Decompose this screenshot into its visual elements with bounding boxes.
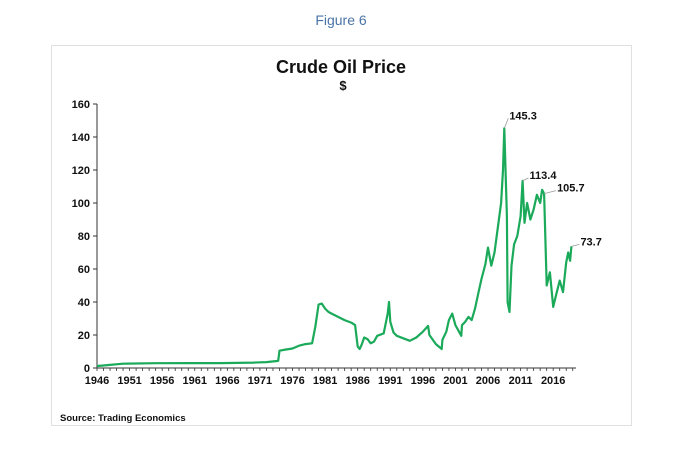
annotation-label: 105.7 — [557, 183, 585, 195]
crude-oil-price-line — [96, 127, 573, 368]
x-tick-label: 1966 — [215, 375, 239, 387]
x-tick-label: 1976 — [280, 375, 304, 387]
y-tick-label: 20 — [78, 330, 90, 342]
source-note: Source: Trading Economics — [60, 413, 186, 424]
axes — [93, 103, 576, 371]
y-tick-label: 120 — [72, 165, 90, 177]
x-tick-label: 1951 — [117, 375, 141, 387]
annotation-label: 73.7 — [580, 236, 601, 248]
x-tick-label: 1986 — [345, 375, 369, 387]
annotation-leader — [503, 118, 509, 129]
x-tick-label: 2011 — [509, 375, 533, 387]
annotation-label: 113.4 — [530, 170, 558, 182]
y-tick-label: 140 — [72, 132, 90, 144]
annotation-leader — [543, 190, 557, 194]
x-tick-label: 1961 — [183, 375, 207, 387]
x-tick-label: 1981 — [313, 375, 337, 387]
annotation-leader — [571, 244, 580, 247]
y-tick-label: 0 — [84, 363, 90, 375]
x-tick-label: 2016 — [541, 375, 565, 387]
chart-subtitle: $ — [339, 78, 347, 93]
x-tick-label: 2006 — [476, 375, 500, 387]
x-tick-label: 1946 — [85, 375, 109, 387]
annotation-leader — [522, 177, 529, 182]
x-tick-label: 1956 — [150, 375, 174, 387]
x-tick-label: 1991 — [378, 375, 402, 387]
y-tick-label: 160 — [72, 99, 90, 111]
chart-title: Crude Oil Price — [276, 57, 406, 77]
x-tick-label: 1996 — [411, 375, 435, 387]
series-layer — [96, 127, 573, 368]
chart-panel — [51, 45, 632, 426]
y-tick-label: 40 — [78, 297, 90, 309]
x-tick-label: 1971 — [248, 375, 272, 387]
y-tick-label: 60 — [78, 264, 90, 276]
tick-labels: 0 20 40 60 80 100 120 140 160 1946 1951 1956 1961 196… — [72, 99, 566, 387]
x-tick-label: 2001 — [443, 375, 467, 387]
y-tick-label: 100 — [72, 198, 90, 210]
y-tick-label: 80 — [78, 231, 90, 243]
figure-caption: Figure 6 — [315, 12, 367, 28]
annotation-label: 145.3 — [509, 110, 537, 122]
